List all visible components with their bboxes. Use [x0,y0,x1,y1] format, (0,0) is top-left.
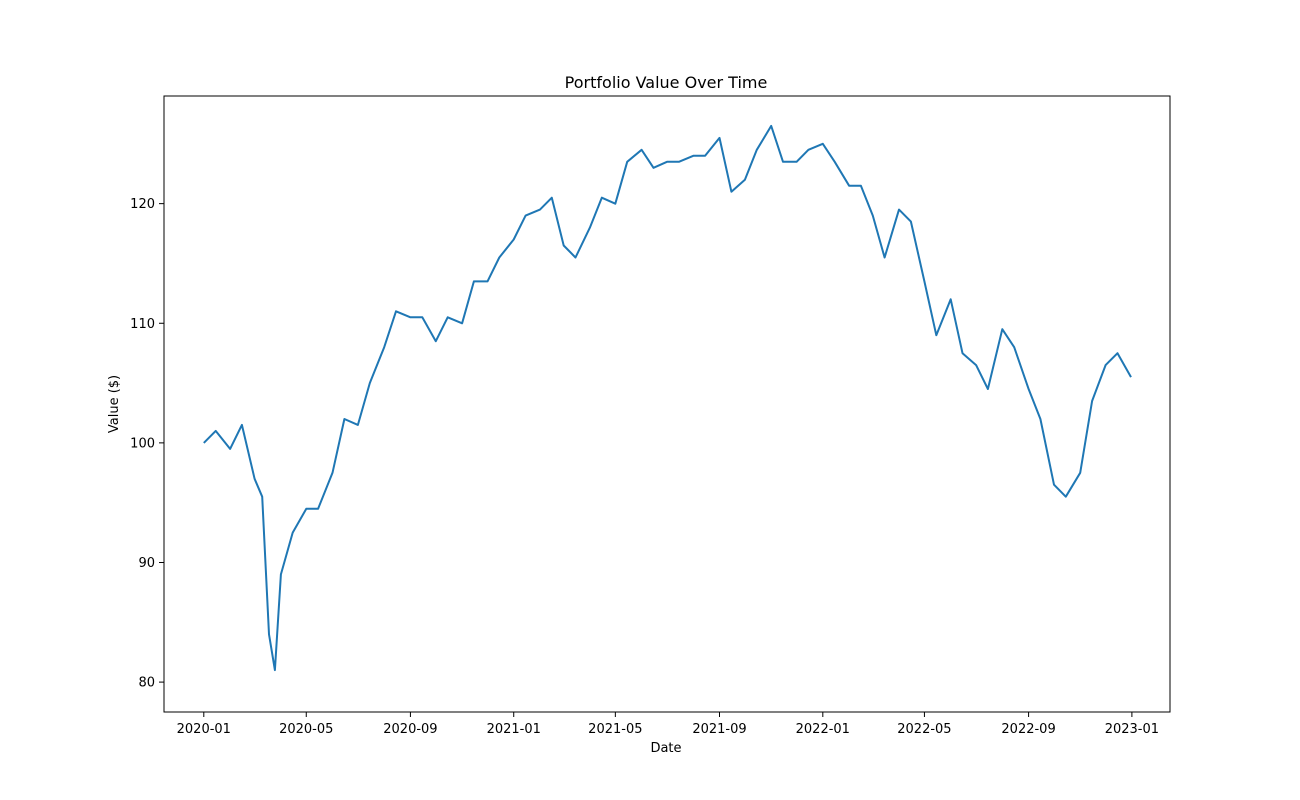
x-axis: 2020-01 2020-05 2020-09 2021-01 2021-05 2021-… [177,712,1159,737]
x-tick-label: 2021-09 [692,722,746,737]
x-axis-title: Date [650,741,681,756]
y-axis-title: Value ($) [107,375,122,433]
x-tick-label: 2020-01 [177,722,231,737]
plot-area-frame [163,95,1171,713]
y-axis: 80 90 100 110 120 [130,197,164,691]
x-tick-label: 2021-01 [487,722,541,737]
x-tick-label: 2020-09 [383,722,437,737]
series-line [203,124,1132,672]
x-tick-label: 2023-01 [1105,722,1159,737]
y-tick-label: 100 [130,436,155,451]
x-tick-label: 2021-05 [588,722,642,737]
y-tick-label: 90 [138,556,155,571]
x-tick-label: 2022-01 [796,722,850,737]
x-tick-label: 2022-09 [1001,722,1055,737]
chart-title: Portfolio Value Over Time [565,73,768,92]
y-tick-label: 110 [130,317,155,332]
x-tick-label: 2020-05 [279,722,333,737]
x-tick-label: 2022-05 [897,722,951,737]
y-tick-label: 120 [130,197,155,212]
y-tick-label: 80 [138,676,155,691]
